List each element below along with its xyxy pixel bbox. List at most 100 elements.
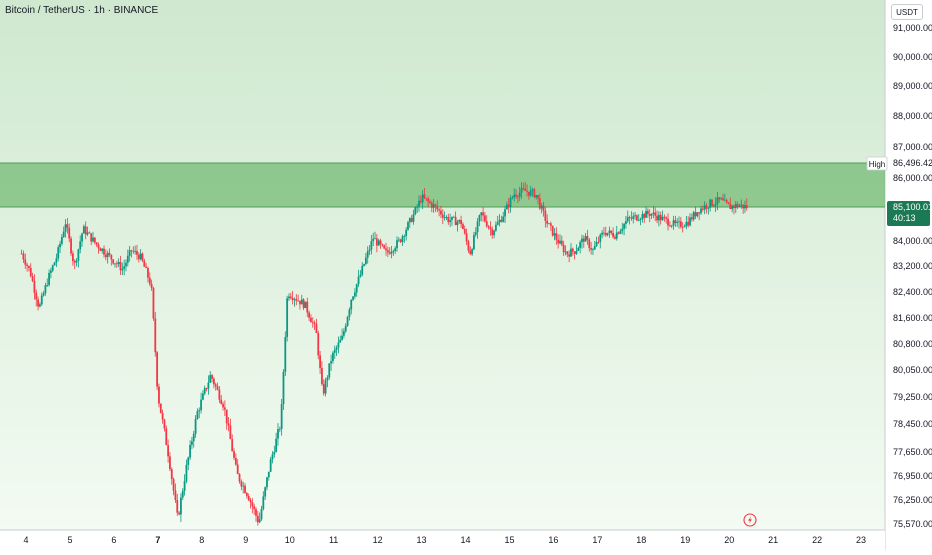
candle-body — [253, 506, 256, 510]
candle-body — [619, 230, 622, 234]
y-tick-label: 87,000.00 — [893, 142, 932, 152]
candle-body — [465, 233, 468, 242]
candle-body — [408, 217, 411, 223]
candle-body — [711, 199, 713, 206]
last-price-label: 85,100.01 40:13 — [887, 201, 932, 226]
lightning-icon[interactable] — [743, 513, 757, 527]
candle-body — [260, 508, 263, 520]
candle-body — [668, 225, 671, 227]
candle-body — [575, 250, 578, 254]
candle-body — [540, 205, 543, 209]
candle-body — [126, 255, 129, 263]
candle-body — [529, 190, 532, 196]
candle-body — [278, 428, 281, 430]
candle-body — [289, 296, 292, 298]
candle-body — [456, 221, 459, 226]
candle-body — [324, 380, 327, 394]
candle-body — [570, 248, 572, 257]
candle-body — [659, 214, 662, 221]
time-axis-panel — [0, 530, 885, 550]
candle-body — [626, 217, 629, 222]
candle-body — [414, 207, 417, 215]
y-tick-label: 79,250.00 — [893, 392, 932, 402]
candle-body — [71, 253, 74, 262]
candle-body — [386, 250, 389, 253]
candle-body — [35, 292, 38, 300]
candle-body — [205, 388, 208, 389]
candle-body — [233, 451, 235, 458]
x-tick-label: 15 — [504, 535, 514, 545]
candle-body — [679, 221, 682, 227]
candle-body — [452, 216, 455, 218]
candle-body — [625, 221, 627, 224]
candle-body — [683, 226, 686, 228]
candle-body — [161, 412, 164, 420]
candle-body — [639, 219, 642, 220]
candle-body — [399, 239, 402, 242]
candle-body — [434, 204, 437, 207]
candle-body — [722, 198, 724, 201]
candle-body — [374, 238, 376, 240]
candle-body — [636, 215, 638, 221]
candle-body — [531, 189, 534, 191]
symbol-title[interactable]: Bitcoin / TetherUS · 1h · BINANCE — [5, 5, 159, 16]
candle-body — [736, 204, 739, 208]
candle-body — [291, 297, 294, 300]
resistance-zone[interactable] — [0, 163, 885, 207]
candle-body — [284, 337, 287, 372]
candle-body — [209, 375, 212, 383]
candle-body — [201, 393, 204, 400]
candle-body — [189, 444, 191, 458]
candle-body — [203, 388, 206, 394]
candle-body — [288, 296, 290, 299]
candle-body — [104, 254, 107, 258]
candle-body — [214, 384, 217, 387]
candle-body — [584, 236, 587, 242]
candle-body — [50, 270, 52, 273]
candle-body — [302, 299, 305, 308]
candle-body — [586, 236, 589, 240]
candle-body — [696, 212, 699, 217]
candle-body — [59, 243, 61, 248]
candle-body — [218, 389, 221, 400]
candle-body — [493, 230, 495, 236]
candle-body — [108, 252, 111, 255]
candle-body — [498, 219, 501, 223]
candle-body — [293, 299, 296, 301]
candle-body — [178, 512, 180, 515]
candle-body — [40, 295, 43, 305]
candle-body — [183, 481, 186, 491]
candle-body — [328, 363, 331, 378]
candle-body — [582, 238, 585, 242]
x-tick-label: 13 — [417, 535, 427, 545]
currency-selector[interactable]: USDT — [891, 4, 923, 20]
candle-body — [458, 219, 461, 222]
candle-body — [372, 238, 375, 242]
candle-body — [269, 459, 272, 472]
candle-body — [326, 377, 329, 381]
x-tick-label: 8 — [199, 535, 204, 545]
candle-body — [463, 228, 466, 234]
candle-body — [165, 428, 168, 446]
candle-body — [68, 227, 71, 239]
candle-body — [676, 221, 679, 224]
candle-body — [507, 204, 510, 208]
candle-body — [729, 204, 732, 210]
candle-body — [73, 261, 76, 263]
candle-body — [496, 222, 499, 225]
candle-body — [614, 236, 616, 239]
candle-body — [745, 205, 748, 209]
candle-body — [667, 218, 669, 226]
candle-body — [716, 197, 719, 204]
candle-body — [678, 221, 680, 223]
candle-body — [319, 355, 321, 369]
candle-body — [566, 251, 569, 255]
candle-body — [663, 216, 666, 218]
candle-body — [447, 217, 450, 223]
candle-body — [79, 241, 82, 250]
candle-body — [603, 232, 605, 234]
candle-body — [733, 205, 735, 209]
candle-body — [593, 245, 596, 250]
